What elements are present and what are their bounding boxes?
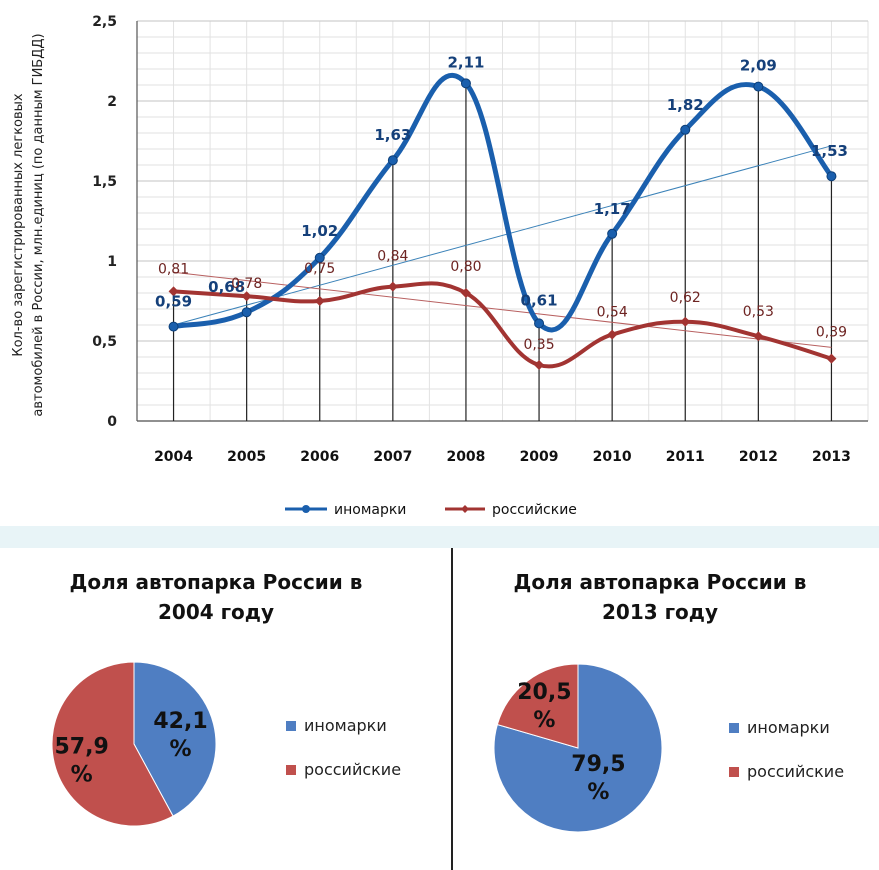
pie-legend-label: российские [747, 762, 844, 781]
data-point-rossiyskie [387, 281, 398, 292]
line-chart-background [0, 0, 879, 548]
line-chart-legend: иномарки российские [285, 502, 577, 518]
pie-slice-inomarki [493, 663, 663, 833]
pie-title-line: 2013 году [602, 600, 718, 624]
y-axis-title: Кол-во зарегистрированных легковых автомо… [11, 33, 46, 416]
y-axis-title-line: Кол-во зарегистрированных легковых [11, 93, 26, 357]
pie-slice-rossiyskie [51, 661, 174, 827]
x-tick-label: 2012 [739, 449, 778, 465]
trend-line-rossiyskie [173, 271, 832, 348]
data-point-rossiyskie [607, 329, 618, 340]
pie-title-line: 2004 году [158, 600, 274, 624]
data-label-inomarki: 0,59 [155, 293, 192, 311]
data-point-rossiyskie [753, 331, 764, 342]
data-point-inomarki [241, 307, 252, 318]
x-tick-label: 2011 [666, 449, 705, 465]
data-point-rossiyskie [241, 291, 252, 302]
pie-chart-2013: Доля автопарка России в 2013 году 79,5% 20,… [493, 570, 844, 833]
x-tick-label: 2005 [227, 449, 266, 465]
pie-slice-label: 20,5 [517, 680, 571, 705]
data-point-rossiyskie [680, 316, 691, 327]
data-label-rossiyskie: 0,75 [304, 261, 335, 277]
data-label-inomarki: 0,61 [521, 291, 558, 309]
pie-slice-rossiyskie [496, 663, 579, 749]
data-label-inomarki: 1,02 [301, 222, 338, 240]
legend-label-inomarki: иномарки [334, 502, 406, 518]
data-label-rossiyskie: 0,35 [523, 337, 554, 353]
x-tick-label: 2010 [593, 449, 632, 465]
data-point-inomarki [753, 81, 764, 92]
data-label-inomarki: 1,82 [667, 96, 704, 114]
data-label-inomarki: 0,68 [208, 278, 245, 296]
data-point-inomarki [680, 124, 691, 135]
legend-marker-rossiyskie [461, 505, 469, 513]
pie-slice-label: % [170, 737, 192, 762]
data-label-rossiyskie: 0,62 [670, 290, 701, 306]
data-label-inomarki: 1,63 [374, 126, 411, 144]
y-tick-label: 1 [107, 254, 117, 270]
separator-band [0, 526, 879, 548]
pie-chart-2004: Доля автопарка России в 2004 году 42,1% 57,… [51, 570, 401, 827]
data-point-rossiyskie [460, 288, 471, 298]
x-tick-label: 2007 [373, 449, 412, 465]
y-tick-label: 0,5 [92, 334, 117, 350]
pie-slice-label: 42,1 [153, 709, 207, 734]
y-tick-label: 2 [107, 94, 117, 110]
data-point-inomarki [387, 155, 398, 166]
data-label-rossiyskie: 0,78 [231, 276, 262, 292]
pie-legend-label: российские [304, 760, 401, 779]
series-line-rossiyskie [171, 281, 834, 369]
data-point-rossiyskie [168, 286, 179, 297]
data-point-inomarki [607, 228, 618, 239]
pie-slice-label: 79,5 [571, 752, 625, 777]
pie-slice-label: 57,9 [55, 734, 109, 759]
data-label-rossiyskie: 0,53 [743, 304, 774, 320]
data-point-inomarki [314, 252, 325, 263]
data-point-inomarki [534, 318, 545, 329]
data-label-rossiyskie: 0,81 [158, 261, 189, 277]
data-label-inomarki: 2,09 [740, 57, 777, 75]
series-line-inomarki [171, 72, 834, 333]
line-chart: 0 0,5 1 1,5 2 2,5 2004 2005 2006 2007 2008 2009 2010… [11, 14, 869, 518]
pie-slice-label: % [587, 780, 609, 805]
pie-legend-label: иномарки [747, 718, 830, 737]
data-label-rossiyskie: 0,84 [377, 249, 408, 265]
pie-legend-swatch [286, 721, 296, 731]
y-tick-label: 0 [107, 414, 117, 430]
data-point-inomarki [460, 78, 471, 89]
pie-title-line: Доля автопарка России в [70, 570, 363, 594]
x-tick-label: 2009 [520, 449, 559, 465]
y-tick-label: 1,5 [92, 174, 117, 190]
pie-title-line: Доля автопарка России в [514, 570, 807, 594]
data-label-inomarki: 1,17 [594, 200, 631, 218]
data-label-rossiyskie: 0,80 [450, 259, 481, 275]
data-point-inomarki [826, 171, 837, 182]
data-point-rossiyskie [534, 360, 545, 370]
x-tick-label: 2006 [300, 449, 339, 465]
x-tick-label: 2013 [812, 449, 851, 465]
y-axis-title-line: автомобилей в России, млн.единиц (по дан… [31, 33, 46, 416]
data-label-inomarki: 1,53 [811, 142, 848, 160]
pie-legend-swatch [729, 767, 739, 777]
legend-marker-inomarki [302, 505, 310, 513]
pie-slice-label: % [533, 708, 555, 733]
legend-label-rossiyskie: российские [492, 502, 577, 518]
pie-legend-swatch [286, 765, 296, 775]
data-label-rossiyskie: 0,54 [597, 305, 628, 321]
y-tick-label: 2,5 [92, 14, 117, 30]
x-tick-label: 2008 [446, 449, 485, 465]
data-point-rossiyskie [826, 353, 837, 364]
pie-slice-label: % [71, 762, 93, 787]
trend-line-inomarki [173, 145, 832, 326]
data-label-rossiyskie: 0,39 [816, 325, 847, 341]
data-point-inomarki [168, 321, 179, 332]
data-point-rossiyskie [314, 296, 325, 306]
pie-legend-swatch [729, 723, 739, 733]
pie-legend-label: иномарки [304, 716, 387, 735]
pie-slice-inomarki [133, 661, 217, 817]
x-tick-label: 2004 [154, 449, 193, 465]
data-label-inomarki: 2,11 [447, 53, 484, 71]
